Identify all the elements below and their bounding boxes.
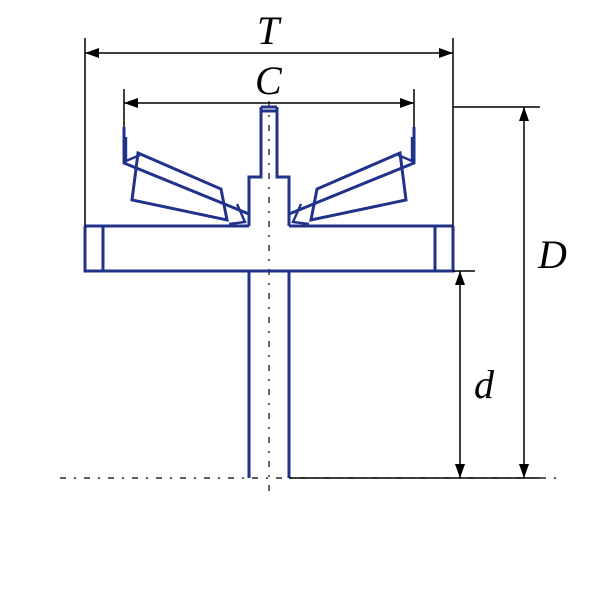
diagram-svg	[0, 0, 600, 600]
bearing-diagram: T C D d	[0, 0, 600, 600]
label-C: C	[255, 61, 282, 101]
label-T: T	[257, 11, 279, 51]
label-d: d	[474, 365, 494, 405]
label-D: D	[538, 235, 567, 275]
